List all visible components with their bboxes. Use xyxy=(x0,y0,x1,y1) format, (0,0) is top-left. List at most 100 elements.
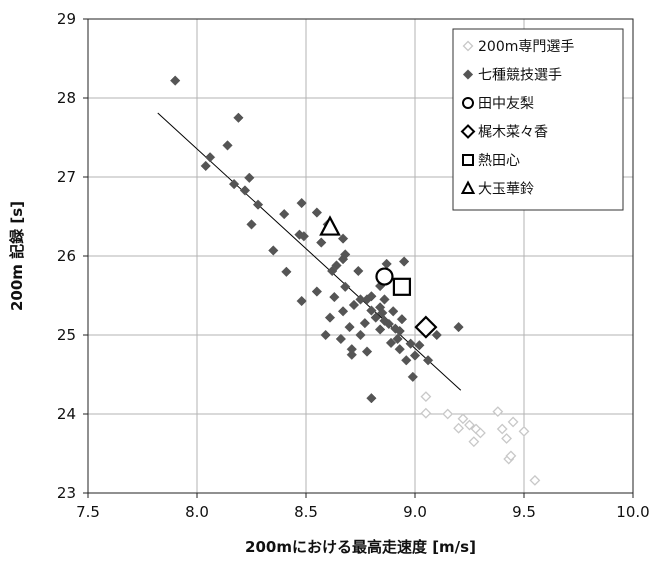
legend-marker xyxy=(462,40,474,52)
x-axis-title: 200mにおける最高走速度 [m/s] xyxy=(245,538,476,556)
x-tick-label: 8.0 xyxy=(185,503,209,521)
data-point xyxy=(501,433,512,444)
legend-item: 大玉華鈴 xyxy=(460,180,534,198)
data-point xyxy=(346,349,357,360)
data-point xyxy=(392,333,403,345)
data-point xyxy=(385,337,397,349)
legend-label: 200m専門選手 xyxy=(478,39,574,55)
data-point xyxy=(370,312,381,323)
legend-box xyxy=(452,28,624,211)
legend-item: 200m専門選手 xyxy=(462,39,574,55)
x-tick-label: 10.0 xyxy=(616,503,649,521)
data-point xyxy=(228,178,240,190)
data-point xyxy=(319,215,341,236)
data-point xyxy=(281,266,292,277)
data-point xyxy=(414,315,438,339)
y-tick-label: 25 xyxy=(57,326,76,344)
legend-label: 梶木菜々香 xyxy=(478,125,548,141)
data-point xyxy=(392,277,412,296)
data-point xyxy=(268,245,279,256)
legend-label: 大玉華鈴 xyxy=(478,182,534,198)
data-point xyxy=(353,265,364,277)
data-point xyxy=(414,340,425,351)
data-point xyxy=(340,281,351,292)
legend-marker xyxy=(460,124,476,139)
data-point xyxy=(377,307,388,319)
data-point xyxy=(298,231,309,242)
x-tick-label: 9.5 xyxy=(512,503,536,521)
data-point xyxy=(233,112,244,123)
data-point xyxy=(388,306,399,317)
data-point xyxy=(407,371,418,383)
legend-item: 七種競技選手 xyxy=(462,68,562,84)
data-point xyxy=(381,258,392,270)
data-point xyxy=(394,325,405,337)
x-tick-label: 9.0 xyxy=(403,503,427,521)
data-point xyxy=(401,355,412,366)
data-point xyxy=(431,329,442,341)
y-tick-label: 24 xyxy=(57,405,76,423)
data-point xyxy=(252,199,264,210)
data-point xyxy=(348,299,360,311)
data-point xyxy=(394,344,405,355)
data-point xyxy=(442,408,454,420)
legend-marker xyxy=(462,69,474,80)
data-point xyxy=(200,160,211,172)
data-point xyxy=(246,219,257,230)
legend-item: 梶木菜々香 xyxy=(460,124,548,141)
data-point xyxy=(496,423,508,435)
data-point xyxy=(507,416,519,428)
data-point xyxy=(361,346,373,357)
data-point xyxy=(244,172,255,183)
data-point xyxy=(453,422,465,434)
data-point xyxy=(468,436,480,448)
data-point xyxy=(204,152,216,163)
x-tick-label: 8.5 xyxy=(294,503,318,521)
data-point xyxy=(329,291,340,303)
data-point xyxy=(366,393,377,404)
data-point xyxy=(396,314,408,325)
data-point xyxy=(375,267,394,286)
data-point xyxy=(324,312,336,323)
legend-marker xyxy=(462,97,474,109)
data-point xyxy=(279,208,290,220)
data-point xyxy=(474,427,486,439)
x-tick-label: 7.5 xyxy=(76,503,100,521)
data-point xyxy=(316,237,327,248)
data-point xyxy=(359,317,371,329)
data-point xyxy=(366,291,377,302)
data-point xyxy=(170,75,181,86)
data-point xyxy=(320,329,331,341)
y-tick-label: 29 xyxy=(57,10,76,28)
data-point xyxy=(296,295,307,307)
data-point xyxy=(311,286,323,297)
data-point xyxy=(505,450,517,462)
data-point xyxy=(518,425,530,437)
data-point xyxy=(422,355,434,366)
data-points xyxy=(170,75,541,486)
data-point xyxy=(383,318,394,330)
y-tick-label: 26 xyxy=(57,247,76,265)
data-point xyxy=(355,329,366,341)
data-point xyxy=(335,333,347,345)
data-point xyxy=(337,306,349,317)
legend-label: 田中友梨 xyxy=(478,96,534,112)
data-point xyxy=(222,140,233,151)
data-point xyxy=(366,305,377,316)
data-point xyxy=(529,474,541,486)
data-point xyxy=(344,321,355,333)
legend-label: 七種競技選手 xyxy=(478,68,562,84)
legend-item: 熱田心 xyxy=(462,153,520,169)
data-point xyxy=(409,350,421,361)
data-point xyxy=(492,406,504,418)
data-point xyxy=(457,413,469,425)
legend-marker xyxy=(462,154,474,166)
y-tick-label: 23 xyxy=(57,484,76,502)
legend-item: 田中友梨 xyxy=(462,96,534,112)
data-point xyxy=(346,344,357,355)
data-point xyxy=(331,260,342,271)
y-axis-title: 200m 記録 [s] xyxy=(8,201,26,311)
data-point xyxy=(311,207,323,218)
data-point xyxy=(379,294,390,305)
